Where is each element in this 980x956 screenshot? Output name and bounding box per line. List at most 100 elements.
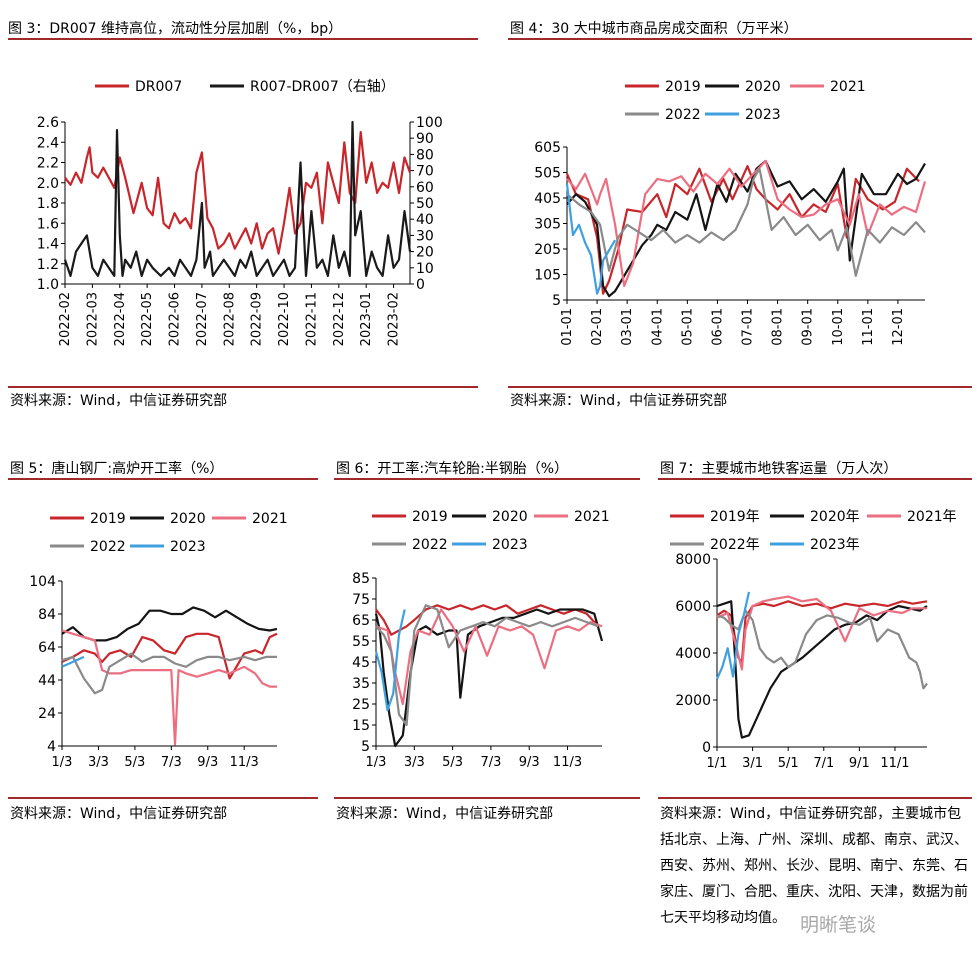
chart-dr007: 1.0 1.2 1.4 1.6 1.8 2.0 2.2 2.4 2.6 0102030405060… bbox=[37, 79, 443, 346]
legend-label: 2023 bbox=[170, 539, 206, 555]
x-tick-label: 3/3 bbox=[404, 755, 425, 770]
y-tick-label: 55 bbox=[352, 634, 370, 650]
title-divider bbox=[334, 478, 640, 480]
y-tick-label: 45 bbox=[352, 655, 370, 671]
source-divider bbox=[334, 797, 640, 799]
y-tick-label: 2.2 bbox=[37, 156, 59, 172]
y-tick-label: 2.6 bbox=[37, 115, 59, 131]
source-divider bbox=[8, 386, 478, 388]
y-tick-label: 2000 bbox=[675, 693, 711, 709]
x-tick-label: 11/3 bbox=[230, 755, 259, 770]
legend-label: 2019年 bbox=[710, 509, 760, 525]
y-tick-label: 1.0 bbox=[37, 277, 59, 293]
x-tick-label: 03-01 bbox=[620, 308, 635, 346]
chart-blast-furnace: 4 24 44 64 84 104 1/3 3/3 5/3 7/3 9/3 11/3 2019 2020 2… bbox=[29, 511, 288, 770]
chart-title: 图 6：开工率:汽车轮胎:半钢胎（%） bbox=[336, 461, 569, 477]
source-note: 资料来源：Wind，中信证券研究部 bbox=[510, 393, 728, 409]
x-tick-label: 7/1 bbox=[813, 756, 834, 771]
legend-label: 2022年 bbox=[710, 537, 760, 553]
x-tick-label: 9/3 bbox=[519, 755, 540, 770]
legend-label: R007-DR007（右轴） bbox=[250, 79, 395, 95]
x-tick-label: 09-01 bbox=[801, 308, 816, 346]
y-tick-label: 305 bbox=[534, 217, 561, 233]
series-line bbox=[566, 159, 927, 288]
source-divider bbox=[8, 797, 318, 799]
x-tick-label: 2022-07 bbox=[195, 292, 210, 346]
x-tick-label: 3/1 bbox=[742, 756, 763, 771]
legend-label: 2020 bbox=[492, 509, 528, 525]
x-tick-label: 2022-02 bbox=[58, 292, 73, 346]
y-tick-label: 4000 bbox=[675, 646, 711, 662]
x-tick-label: 9/3 bbox=[197, 755, 218, 770]
series-line bbox=[715, 591, 751, 680]
source-divider bbox=[658, 797, 972, 799]
y-tick-label: 205 bbox=[534, 242, 561, 258]
y-tick-label: 505 bbox=[534, 166, 561, 182]
series-line bbox=[375, 604, 600, 636]
x-tick-label: 2023-02 bbox=[387, 292, 402, 346]
x-tick-label: 2022-12 bbox=[332, 292, 347, 346]
y-tick-label: 1.2 bbox=[37, 257, 59, 273]
y2-tick-label: 20 bbox=[416, 245, 434, 261]
x-tick-label: 12-01 bbox=[891, 308, 906, 346]
y-tick-label: 15 bbox=[352, 718, 370, 734]
y2-tick-label: 0 bbox=[416, 277, 425, 293]
legend-label: 2020年 bbox=[810, 509, 860, 525]
x-tick-label: 2022-09 bbox=[250, 292, 265, 346]
y-tick-label: 8000 bbox=[675, 552, 711, 568]
x-tick-label: 3/3 bbox=[88, 755, 109, 770]
legend-label: 2020 bbox=[745, 79, 781, 95]
x-tick-label: 1/1 bbox=[707, 756, 728, 771]
y2-tick-label: 100 bbox=[416, 115, 443, 131]
series-line bbox=[61, 629, 277, 746]
x-tick-label: 2022-11 bbox=[304, 292, 319, 346]
x-tick-label: 08-01 bbox=[771, 308, 786, 346]
series-line bbox=[566, 159, 926, 298]
x-tick-label: 5/1 bbox=[778, 756, 799, 771]
x-tick-label: 02-01 bbox=[590, 308, 605, 346]
series-line bbox=[61, 652, 277, 695]
legend-label: 2023 bbox=[492, 537, 528, 553]
y-tick-label: 85 bbox=[352, 571, 370, 587]
source-note: 资料来源：Wind，中信证券研究部 bbox=[10, 806, 228, 822]
series-line bbox=[63, 120, 412, 277]
legend-label: 2019 bbox=[665, 79, 701, 95]
x-tick-label: 07-01 bbox=[741, 308, 756, 346]
x-tick-label: 5/3 bbox=[442, 755, 463, 770]
y-tick-label: 1.8 bbox=[37, 196, 59, 212]
x-tick-label: 2023-01 bbox=[359, 292, 374, 346]
legend-label: 2020 bbox=[170, 511, 206, 527]
x-tick-label: 9/1 bbox=[849, 756, 870, 771]
x-tick-label: 11/1 bbox=[880, 756, 909, 771]
x-tick-label: 11/3 bbox=[553, 755, 582, 770]
source-divider bbox=[508, 386, 972, 388]
chart-title: 图 4：30 大中城市商品房成交面积（万平米） bbox=[510, 21, 798, 37]
x-tick-label: 04-01 bbox=[650, 308, 665, 346]
y2-tick-label: 90 bbox=[416, 131, 434, 147]
y-tick-label: 405 bbox=[534, 191, 561, 207]
source-note: 资料来源：Wind，中信证券研究部，主要城市包括北京、上海、广州、深圳、成都、南… bbox=[660, 806, 968, 926]
x-tick-label: 7/3 bbox=[161, 755, 182, 770]
x-tick-label: 1/3 bbox=[52, 755, 73, 770]
series-line bbox=[61, 606, 278, 642]
y-tick-label: 5 bbox=[552, 293, 561, 309]
watermark: 明晰笔谈 bbox=[800, 914, 877, 936]
x-tick-label: 1/3 bbox=[366, 755, 387, 770]
chart-title: 图 3：DR007 维持高位，流动性分层加剧（%，bp） bbox=[8, 21, 343, 37]
series-line bbox=[374, 608, 604, 748]
x-tick-label: 05-01 bbox=[680, 308, 695, 346]
x-tick-label: 01-01 bbox=[560, 308, 575, 346]
title-divider bbox=[8, 38, 478, 40]
x-tick-label: 2022-10 bbox=[277, 292, 292, 346]
y2-tick-label: 50 bbox=[416, 196, 434, 212]
x-tick-label: 10-01 bbox=[831, 308, 846, 346]
y2-tick-label: 40 bbox=[416, 212, 434, 228]
series-line bbox=[375, 604, 599, 727]
y-tick-label: 2.4 bbox=[37, 135, 59, 151]
y2-tick-label: 70 bbox=[416, 164, 434, 180]
title-divider bbox=[508, 38, 972, 40]
chart-tire-operating-rate: 5 15 25 35 45 55 65 75 85 1/3 3/3 5/3 7/3 9/3 11/3 2019… bbox=[352, 509, 609, 770]
y2-tick-label: 10 bbox=[416, 261, 434, 277]
y-tick-label: 75 bbox=[352, 592, 370, 608]
legend-label: 2021 bbox=[252, 511, 288, 527]
